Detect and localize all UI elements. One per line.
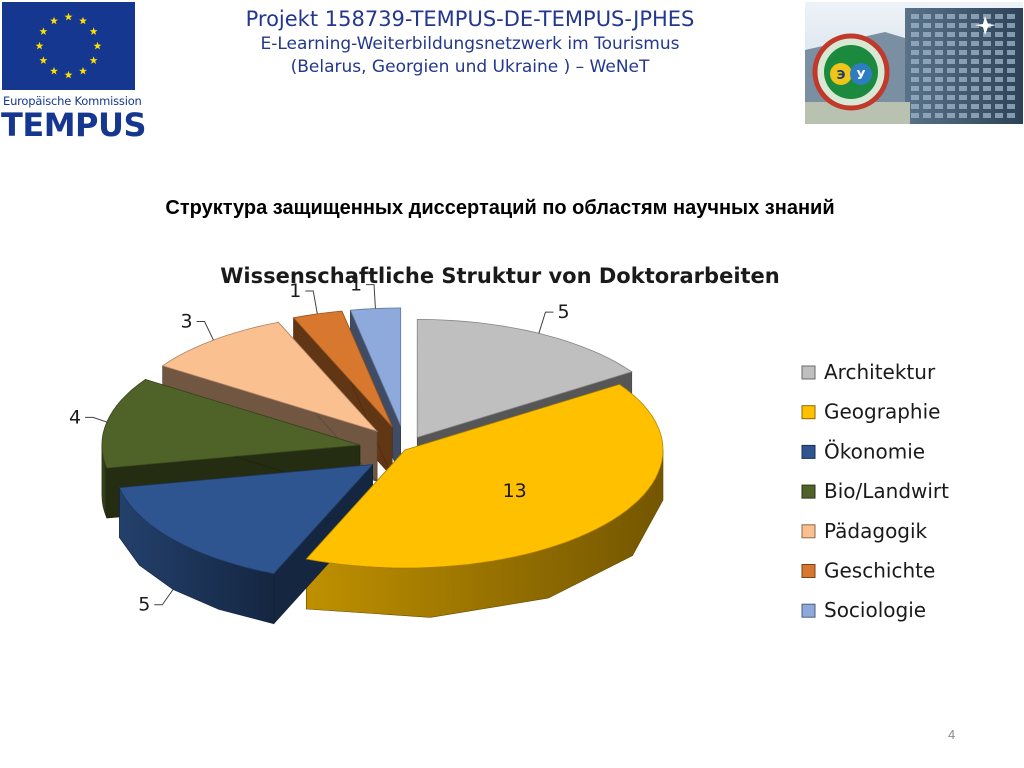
legend-item--konomie-swatch xyxy=(801,444,816,459)
label-geschichte: 1 xyxy=(289,280,301,302)
legend-item-geographie: Geographie xyxy=(801,400,940,424)
label-p-dagogik-leader xyxy=(196,321,214,341)
university-logo-photo: Э У xyxy=(805,2,1023,124)
eu-star-icon xyxy=(79,66,87,75)
legend-item-sociologie-label: Sociologie xyxy=(824,598,926,622)
project-title-block: Projekt 158739-TEMPUS-DE-TEMPUS-JPHES E-… xyxy=(175,9,765,82)
legend-item-bio-landwirt: Bio/Landwirt xyxy=(801,479,949,503)
eu-commission-label: Europäische Kommission xyxy=(3,94,142,108)
legend-item-bio-landwirt-swatch xyxy=(801,484,816,499)
eu-star-icon xyxy=(39,27,48,35)
legend-item--konomie-label: Ökonomie xyxy=(824,439,925,463)
legend-item-architektur: Architektur xyxy=(801,360,936,384)
legend-item-geschichte-label: Geschichte xyxy=(824,559,935,583)
legend-item-architektur-swatch xyxy=(801,365,816,380)
legend-item-geographie-label: Geographie xyxy=(824,400,940,424)
eu-star-icon xyxy=(50,16,58,25)
eu-flag-icon xyxy=(2,2,135,90)
label-architektur-leader xyxy=(538,311,554,334)
legend-item-geschichte: Geschichte xyxy=(801,559,935,583)
label-architektur: 5 xyxy=(557,301,569,323)
eu-star-icon xyxy=(89,27,98,35)
slice-sociologie xyxy=(349,307,402,427)
legend-item-p-dagogik: Pädagogik xyxy=(801,519,928,543)
label--konomie-leader xyxy=(154,589,174,606)
svg-text:Э: Э xyxy=(837,68,846,82)
leader-lines xyxy=(85,284,554,606)
legend-item-geographie-swatch xyxy=(801,405,816,420)
data-labels: 5 13 5 4 3 1 1 xyxy=(69,274,569,616)
page-number: 4 xyxy=(948,727,956,742)
label--konomie: 5 xyxy=(138,594,150,616)
eu-star-icon xyxy=(93,41,102,50)
legend-item-p-dagogik-label: Pädagogik xyxy=(824,519,928,543)
svg-text:У: У xyxy=(856,68,865,82)
label-bio-landwirt: 4 xyxy=(69,406,81,428)
chart-legend: Architektur Geographie Ökonomie Bio/Landwir… xyxy=(801,360,949,622)
label-geschichte-leader xyxy=(305,290,318,315)
legend-item-architektur-label: Architektur xyxy=(824,360,936,384)
label-sociologie: 1 xyxy=(350,274,362,296)
eu-star-icon xyxy=(79,16,87,25)
eu-star-icon xyxy=(64,12,73,21)
label-p-dagogik: 3 xyxy=(180,311,192,333)
legend-item-geschichte-swatch xyxy=(801,564,816,578)
eu-star-icon xyxy=(39,56,48,64)
project-subtitle: E-Learning-Weiterbildungsnetzwerk im Tou… xyxy=(260,34,680,54)
label-geographie: 13 xyxy=(503,480,527,502)
slide-title: Структура защищенных диссертаций по обла… xyxy=(165,197,835,219)
eu-tempus-logo: Europäische Kommission TEMPUS xyxy=(0,0,147,144)
legend-item-p-dagogik-swatch xyxy=(801,524,816,539)
eu-star-icon xyxy=(50,66,58,75)
label-sociologie-leader xyxy=(366,284,376,309)
legend-item-sociologie-swatch xyxy=(801,603,816,618)
slice--konomie xyxy=(118,464,374,575)
tempus-wordmark: TEMPUS xyxy=(1,106,147,144)
chart-title: Wissenschaftliche Struktur von Doktorarb… xyxy=(220,264,780,288)
legend-item-sociologie: Sociologie xyxy=(801,598,926,622)
project-title: Projekt 158739-TEMPUS-DE-TEMPUS-JPHES xyxy=(245,7,695,31)
slice-p-dagogik xyxy=(161,321,379,433)
eu-star-icon xyxy=(35,41,44,50)
legend-item--konomie: Ökonomie xyxy=(801,439,925,463)
label-bio-landwirt-leader xyxy=(85,416,108,423)
legend-item-bio-landwirt-label: Bio/Landwirt xyxy=(824,479,949,503)
header-band: Europäische Kommission TEMPUS Projekt 15… xyxy=(0,0,1024,150)
eu-star-icon xyxy=(64,70,73,79)
slice-geographie xyxy=(305,383,664,569)
project-countries: (Belarus, Georgien und Ukraine ) – WeNeT xyxy=(290,57,650,77)
eu-star-icon xyxy=(89,56,98,64)
